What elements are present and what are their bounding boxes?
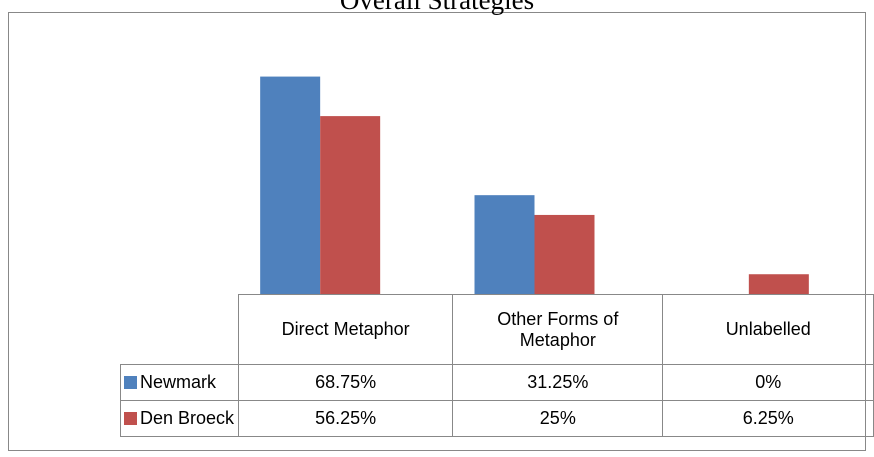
series-row: Den Broeck 56.25% 25% 6.25% — [119, 400, 874, 437]
category-label: Other Forms of Metaphor — [452, 294, 664, 365]
legend-label: Den Broeck — [140, 408, 235, 428]
category-label: Direct Metaphor — [238, 294, 454, 365]
chart-border — [8, 12, 866, 451]
data-table: Direct Metaphor Other Forms of Metaphor … — [119, 294, 874, 437]
value-label: 31.25% — [452, 364, 664, 401]
legend-swatch — [124, 412, 137, 425]
bar — [260, 76, 321, 294]
legend-entry: Newmark — [119, 364, 240, 401]
legend-label: Newmark — [140, 372, 217, 392]
series-row: Newmark 68.75% 31.25% 0% — [119, 364, 874, 401]
bar — [474, 195, 535, 294]
value-label: 56.25% — [238, 400, 454, 437]
bar — [534, 214, 595, 294]
bar — [748, 274, 809, 294]
value-label: 6.25% — [662, 400, 874, 437]
header-row: Direct Metaphor Other Forms of Metaphor … — [120, 294, 874, 365]
chart-title: Overall Strategies — [340, 0, 534, 15]
value-label: 68.75% — [238, 364, 454, 401]
value-label: 25% — [452, 400, 664, 437]
bar — [320, 116, 381, 294]
blank-cell — [120, 294, 240, 365]
legend-swatch — [124, 376, 137, 389]
value-label: 0% — [662, 364, 874, 401]
category-label: Unlabelled — [662, 294, 874, 365]
legend-entry: Den Broeck — [119, 400, 240, 437]
